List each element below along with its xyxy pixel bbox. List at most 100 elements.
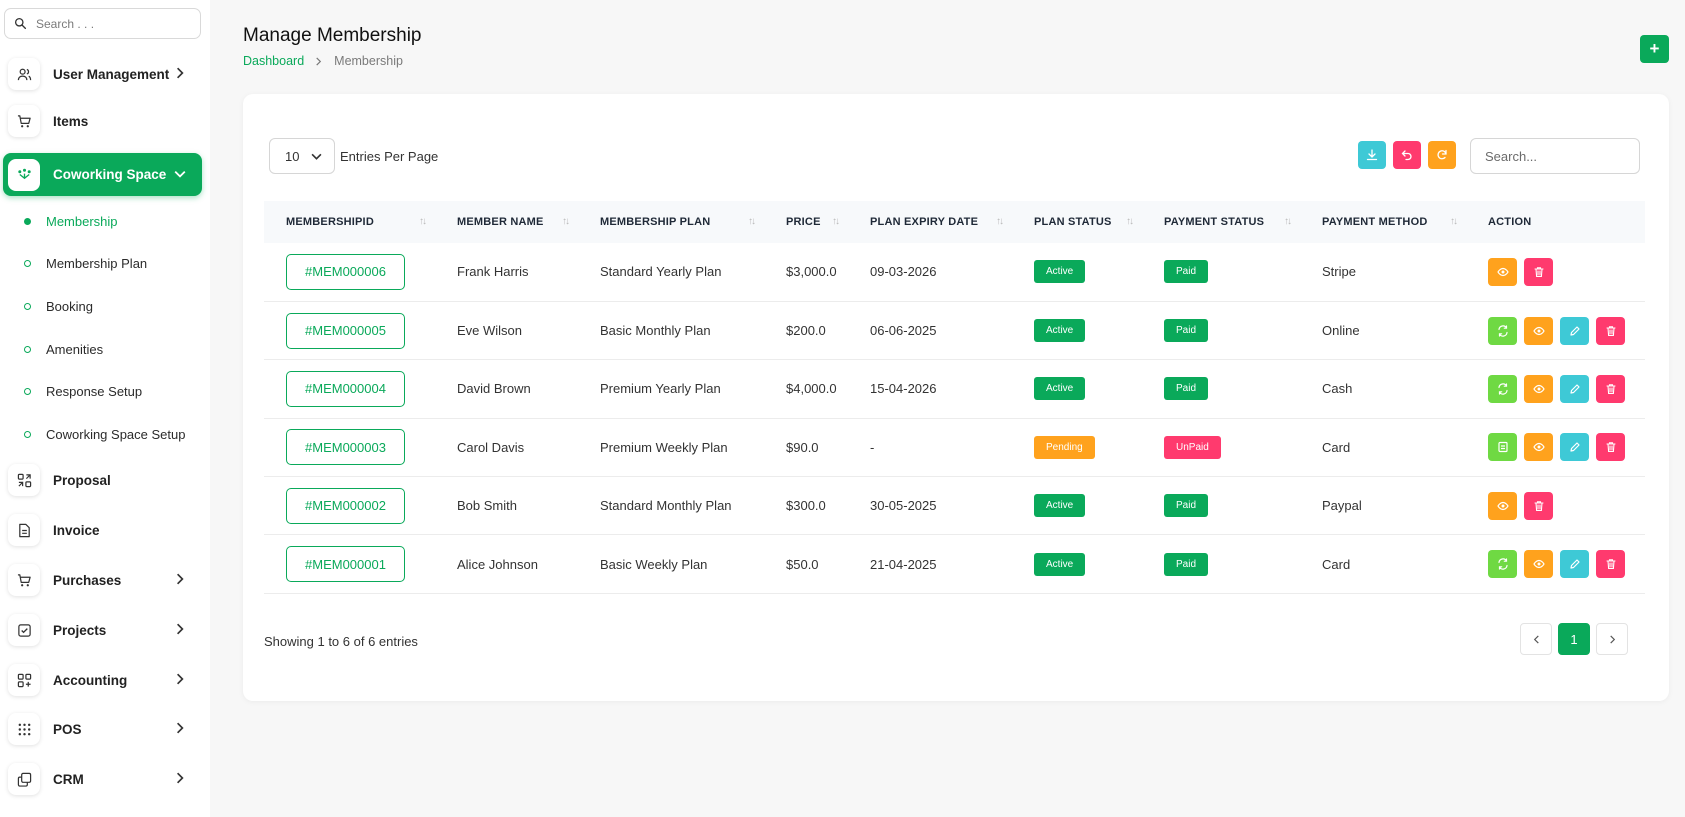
sidebar-subitem-membership[interactable]: Membership (24, 210, 118, 232)
table-cell: $4,000.0 (764, 360, 848, 418)
prev-page-button[interactable] (1520, 623, 1552, 655)
edit-button[interactable] (1560, 374, 1589, 403)
sidebar-item-proposal[interactable]: Proposal (8, 461, 202, 499)
table-cell: Active (1012, 301, 1142, 359)
sidebar-subitem-label: Booking (46, 298, 93, 314)
eye-icon (1532, 558, 1545, 570)
sidebar-subitem-membership-plan[interactable]: Membership Plan (24, 252, 147, 274)
reset-button[interactable] (1393, 141, 1421, 169)
page-title: Manage Membership (243, 25, 422, 46)
column-header-plan-expiry-date[interactable]: PLAN EXPIRY DATE ↑↓ (848, 201, 1012, 243)
edit-button[interactable] (1560, 316, 1589, 345)
row-actions (1488, 433, 1645, 462)
column-header-member-name[interactable]: MEMBER NAME ↑↓ (435, 201, 578, 243)
chevron-right-icon (314, 56, 324, 66)
payment-method: Paypal (1322, 498, 1362, 514)
table-cell: #MEM000002 (264, 477, 435, 535)
chevron-right-icon (174, 722, 186, 734)
refresh-button[interactable] (1428, 141, 1456, 169)
table-cell: Card (1300, 418, 1466, 476)
sidebar-subitem-coworking-space-setup[interactable]: Coworking Space Setup (24, 423, 185, 445)
trash-icon (1533, 266, 1545, 278)
sidebar-item-user-management[interactable]: User Management (8, 55, 202, 93)
table-cell: Alice Johnson (435, 535, 578, 593)
column-header-label: PAYMENT METHOD (1322, 216, 1428, 228)
table-cell: $50.0 (764, 535, 848, 593)
sidebar-subitem-booking[interactable]: Booking (24, 295, 93, 317)
renew-button[interactable] (1488, 550, 1517, 579)
delete-button[interactable] (1596, 550, 1625, 579)
sidebar-item-accounting[interactable]: Accounting (8, 661, 202, 699)
view-button[interactable] (1488, 257, 1517, 286)
delete-button[interactable] (1524, 257, 1553, 286)
table-cell: 21-04-2025 (848, 535, 1012, 593)
table-cell: Paid (1142, 360, 1300, 418)
renew-button[interactable] (1488, 374, 1517, 403)
membership-id-button[interactable]: #MEM000006 (286, 253, 405, 290)
sidebar-item-invoice[interactable]: Invoice (8, 511, 202, 549)
eye-icon (1496, 500, 1509, 512)
table-cell: Basic Monthly Plan (578, 301, 764, 359)
sidebar-subitem-response-setup[interactable]: Response Setup (24, 380, 142, 402)
column-header-payment-status[interactable]: PAYMENT STATUS ↑↓ (1142, 201, 1300, 243)
table-cell: Active (1012, 477, 1142, 535)
table-cell: Standard Yearly Plan (578, 243, 764, 301)
column-header-membershipid[interactable]: MEMBERSHIPID ↑↓ (264, 201, 435, 243)
table-cell: Standard Monthly Plan (578, 477, 764, 535)
row-actions (1488, 374, 1645, 403)
column-header-membership-plan[interactable]: MEMBERSHIP PLAN ↑↓ (578, 201, 764, 243)
delete-button[interactable] (1524, 491, 1553, 520)
entries-select[interactable]: 10 (269, 138, 335, 174)
table-cell: Paypal (1300, 477, 1466, 535)
column-header-plan-status[interactable]: PLAN STATUS ↑↓ (1012, 201, 1142, 243)
delete-button[interactable] (1596, 374, 1625, 403)
delete-button[interactable] (1596, 316, 1625, 345)
pencil-icon (1569, 441, 1581, 453)
breadcrumb-dashboard-link[interactable]: Dashboard (243, 54, 305, 68)
membership-id-button[interactable]: #MEM000002 (286, 487, 405, 524)
sidebar-item-pos[interactable]: POS (8, 710, 202, 748)
next-page-button[interactable] (1596, 623, 1628, 655)
membership-table: MEMBERSHIPID ↑↓ MEMBER NAME ↑↓ MEMBERSHIP PL… (264, 201, 1645, 594)
sidebar-item-projects[interactable]: Projects (8, 611, 202, 649)
export-button[interactable] (1358, 141, 1386, 169)
delete-button[interactable] (1596, 433, 1625, 462)
showing-entries: Showing 1 to 6 of 6 entries (264, 634, 418, 649)
column-header-price[interactable]: PRICE ↑↓ (764, 201, 848, 243)
table-cell (1466, 301, 1645, 359)
sidebar-item-crm[interactable]: CRM (8, 760, 202, 798)
sidebar-item-items[interactable]: Items (8, 102, 202, 140)
payment-icon (1497, 441, 1509, 453)
view-button[interactable] (1488, 491, 1517, 520)
page-1-button[interactable]: 1 (1558, 623, 1590, 655)
column-header-payment-method[interactable]: PAYMENT METHOD ↑↓ (1300, 201, 1466, 243)
sidebar-search[interactable]: Search . . . (4, 8, 201, 39)
table-search-input[interactable] (1470, 138, 1640, 174)
add-membership-button[interactable]: + (1640, 35, 1669, 63)
renew-button[interactable] (1488, 316, 1517, 345)
payment-button[interactable] (1488, 433, 1517, 462)
sidebar-item-label: Accounting (53, 672, 128, 688)
bullet-icon (24, 217, 31, 225)
view-button[interactable] (1524, 550, 1553, 579)
sidebar-item-label: Coworking Space (53, 167, 167, 182)
membership-id-button[interactable]: #MEM000001 (286, 546, 405, 583)
member-name: Bob Smith (457, 498, 517, 514)
membership-id-button[interactable]: #MEM000004 (286, 370, 405, 407)
view-button[interactable] (1524, 433, 1553, 462)
undo-icon (1401, 150, 1412, 161)
sidebar-item-coworking-space[interactable]: Coworking Space (3, 153, 202, 196)
sidebar-subitem-amenities[interactable]: Amenities (24, 338, 103, 360)
membership-id-button[interactable]: #MEM000003 (286, 429, 405, 466)
membership-id-button[interactable]: #MEM000005 (286, 312, 405, 349)
breadcrumb: Dashboard Membership (243, 54, 403, 68)
sidebar-item-purchases[interactable]: Purchases (8, 561, 202, 599)
view-button[interactable] (1524, 316, 1553, 345)
edit-button[interactable] (1560, 433, 1589, 462)
sort-icon: ↑↓ (562, 216, 570, 227)
view-button[interactable] (1524, 374, 1553, 403)
edit-button[interactable] (1560, 550, 1589, 579)
table-row: #MEM000001 Alice Johnson Basic Weekly Plan… (264, 535, 1645, 594)
plan-expiry-date: 09-03-2026 (870, 264, 937, 280)
chevron-down-icon (174, 168, 186, 180)
